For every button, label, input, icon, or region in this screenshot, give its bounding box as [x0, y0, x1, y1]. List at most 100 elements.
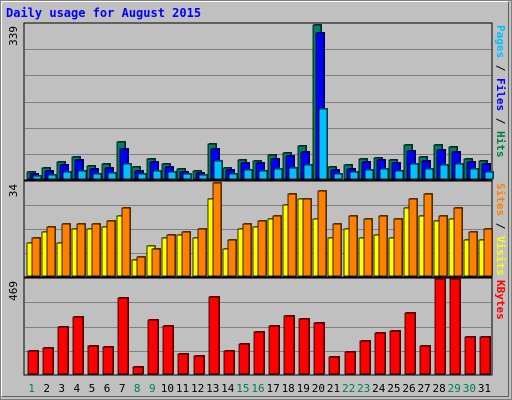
bar-sites-day-15	[242, 223, 252, 277]
bar-kbytes-day-1	[27, 350, 39, 375]
bar-sites-day-5	[91, 223, 101, 277]
x-tick-label: 23	[357, 382, 370, 395]
bar-pages-day-7	[122, 163, 132, 180]
bar-kbytes-day-9	[147, 319, 159, 375]
bar-kbytes-day-31	[479, 336, 491, 375]
bar-sites-day-4	[76, 223, 86, 277]
legend-entry: Sites	[494, 183, 507, 216]
x-tick-label: 19	[297, 382, 310, 395]
bar-pages-day-5	[92, 173, 102, 180]
legend-middle: Sites / Visits	[494, 183, 507, 276]
x-tick-label: 30	[463, 382, 476, 395]
bar-sites-day-17	[272, 215, 282, 277]
bar-kbytes-day-17	[268, 325, 280, 375]
legend-entry: Visits	[494, 236, 507, 276]
bar-sites-day-27	[423, 193, 433, 277]
bar-sites-day-11	[181, 231, 191, 277]
bar-sites-day-12	[197, 228, 207, 277]
bar-pages-day-3	[62, 171, 72, 180]
bar-pages-day-15	[243, 169, 253, 180]
x-tick-label: 4	[74, 382, 81, 395]
legend-bottom: KBytes	[494, 280, 507, 320]
bar-kbytes-day-3	[57, 326, 69, 375]
bar-kbytes-day-25	[389, 330, 401, 375]
bar-pages-day-10	[167, 171, 177, 180]
legend-entry: KBytes	[494, 280, 507, 320]
x-tick-label: 16	[251, 382, 264, 395]
bar-pages-day-6	[107, 172, 117, 180]
x-tick-label: 3	[58, 382, 65, 395]
x-tick-label: 28	[433, 382, 446, 395]
bar-kbytes-day-27	[419, 345, 431, 375]
bar-pages-day-12	[198, 174, 208, 180]
bar-kbytes-day-19	[298, 318, 310, 375]
bar-pages-day-17	[273, 168, 283, 180]
bar-kbytes-day-26	[404, 312, 416, 375]
bar-pages-day-19	[303, 164, 313, 180]
x-tick-label: 7	[119, 382, 126, 395]
x-tick-label: 31	[478, 382, 491, 395]
x-tick-label: 21	[327, 382, 340, 395]
bar-kbytes-day-21	[328, 356, 340, 375]
x-tick-label: 11	[176, 382, 189, 395]
x-tick-label: 17	[266, 382, 279, 395]
legend-top: Pages / Files / Hits	[494, 25, 507, 158]
bar-pages-day-20	[318, 108, 328, 180]
bar-pages-day-1	[32, 175, 42, 180]
bar-kbytes-day-12	[193, 355, 205, 375]
bar-kbytes-day-13	[208, 296, 220, 375]
legend-entry: Files	[494, 78, 507, 111]
bar-pages-day-11	[182, 173, 192, 180]
bar-kbytes-day-4	[72, 316, 84, 375]
bar-sites-day-9	[151, 248, 161, 277]
bar-pages-day-4	[77, 170, 87, 180]
bar-kbytes-day-28	[434, 278, 446, 375]
y-max-label-bottom: 469	[7, 281, 20, 301]
bar-sites-day-7	[121, 207, 131, 277]
bar-kbytes-day-16	[253, 331, 265, 375]
bar-pages-day-26	[409, 163, 419, 180]
bar-kbytes-day-14	[223, 350, 235, 375]
legend-entry: Pages	[494, 25, 507, 58]
bar-pages-day-24	[379, 168, 389, 180]
x-tick-label: 25	[387, 382, 400, 395]
bar-kbytes-day-18	[283, 315, 295, 375]
bar-kbytes-day-23	[359, 340, 371, 375]
bar-sites-day-25	[393, 218, 403, 277]
bar-sites-day-28	[438, 215, 448, 277]
x-tick-label: 14	[221, 382, 235, 395]
x-tick-label: 13	[206, 382, 219, 395]
bar-pages-day-8	[137, 173, 147, 180]
y-max-label-middle: 34	[7, 184, 20, 198]
bar-sites-day-23	[363, 218, 373, 277]
bar-sites-day-21	[332, 223, 342, 277]
legend-entry: /	[494, 111, 507, 131]
bar-sites-day-26	[408, 198, 418, 277]
legend-entry: /	[494, 58, 507, 78]
bar-kbytes-day-24	[374, 332, 386, 375]
x-tick-label: 6	[104, 382, 111, 395]
bar-sites-day-10	[166, 234, 176, 277]
legend-entry: Hits	[494, 131, 507, 158]
x-tick-label: 15	[236, 382, 249, 395]
bar-sites-day-29	[453, 207, 463, 277]
bar-pages-day-29	[454, 163, 464, 180]
bar-kbytes-day-5	[87, 345, 99, 375]
bar-pages-day-14	[228, 173, 238, 180]
x-tick-label: 27	[417, 382, 430, 395]
bar-pages-day-18	[288, 167, 298, 180]
bar-kbytes-day-6	[102, 346, 114, 375]
bar-pages-day-23	[364, 169, 374, 180]
bar-pages-day-30	[469, 168, 479, 180]
bar-sites-day-14	[227, 239, 237, 277]
bar-pages-day-27	[424, 168, 434, 180]
bar-pages-day-21	[333, 173, 343, 180]
x-tick-label: 26	[402, 382, 415, 395]
y-max-label-top: 339	[7, 26, 20, 46]
bar-pages-day-2	[47, 174, 57, 180]
bar-sites-day-3	[61, 223, 71, 277]
x-tick-label: 12	[191, 382, 204, 395]
bar-kbytes-day-10	[162, 325, 174, 375]
